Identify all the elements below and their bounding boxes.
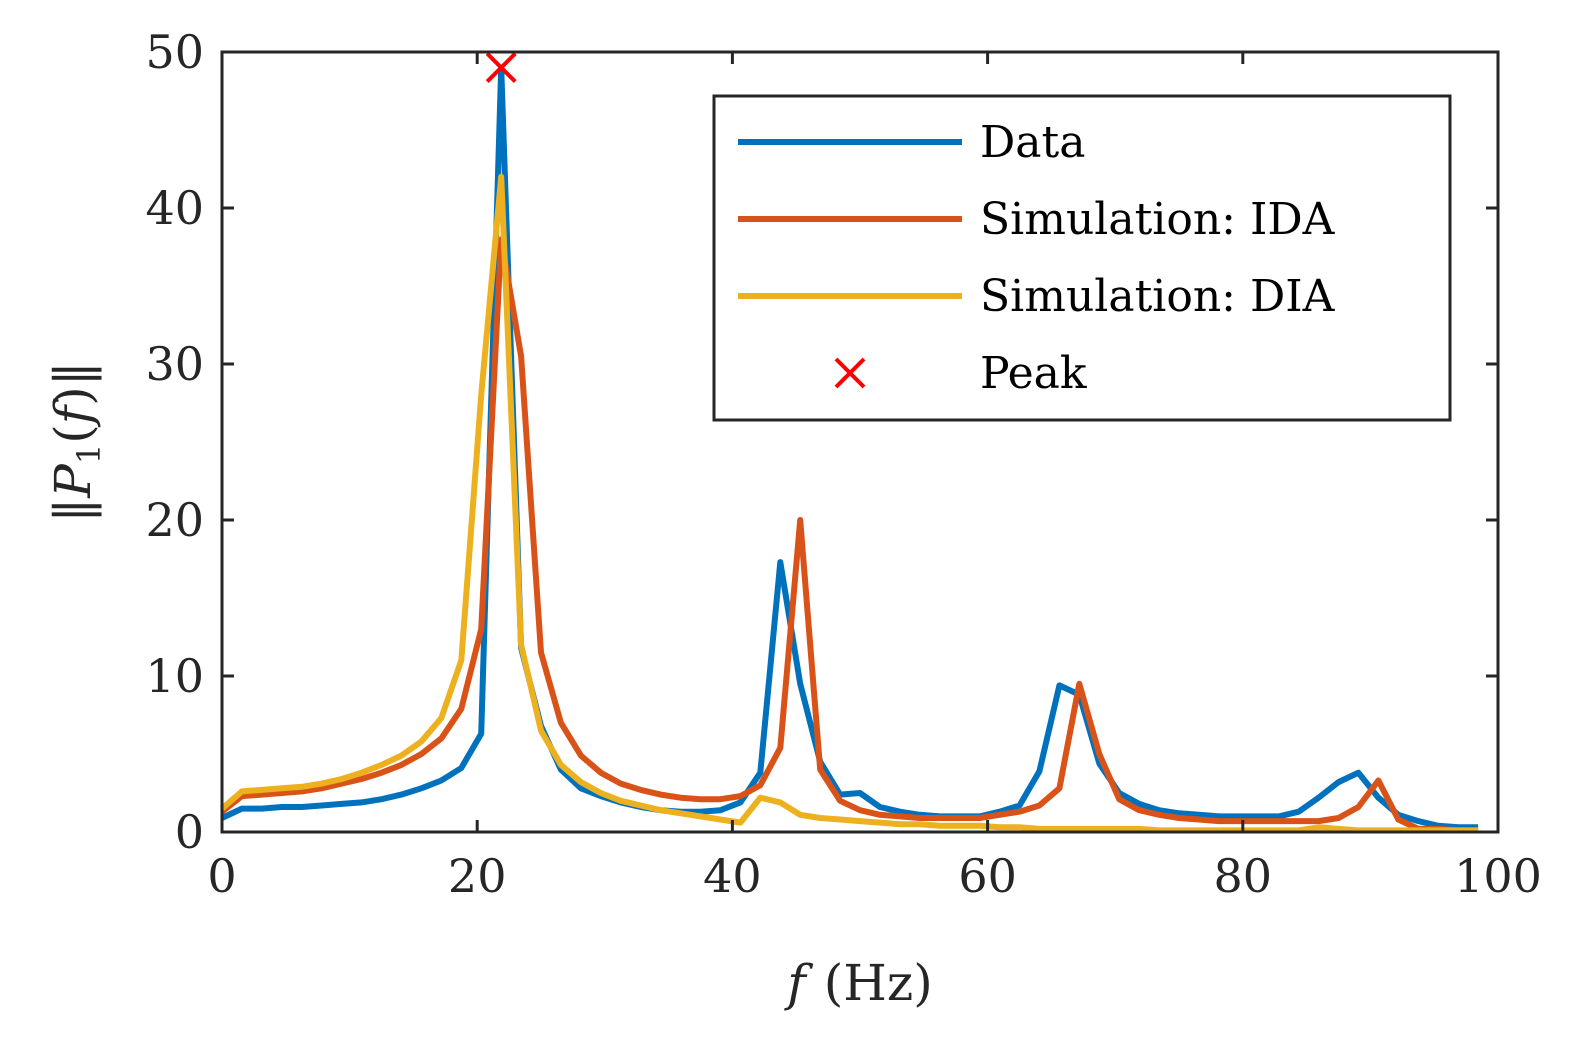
legend-box (712, 94, 1452, 422)
series-line-simulation-ida (220, 236, 1479, 834)
plot-area (220, 52, 1479, 834)
x-tick-label: 40 (703, 849, 762, 903)
y-tick-label: 30 (145, 337, 204, 391)
legend-label-data: Data (980, 117, 1085, 168)
y-axis-label-var: P (44, 463, 102, 499)
y-tick-label: 50 (145, 25, 204, 79)
y-tick-label: 0 (175, 805, 204, 859)
legend-label-simulation-ida: Simulation: IDA (980, 194, 1336, 245)
series-line-data (220, 64, 1479, 831)
legend: Data Simulation: IDA Simulation: DIA Peak (712, 94, 1452, 422)
x-tick-label: 20 (448, 849, 507, 903)
peak-marker (485, 52, 517, 84)
y-axis-label-open: ‖ (44, 498, 102, 523)
tick-labels: 0 20 40 60 80 100 0 10 20 30 40 50 (145, 25, 1541, 903)
legend-swatch-peak (834, 357, 866, 389)
y-axis-label-arg: (f) (44, 386, 102, 444)
legend-label-peak: Peak (980, 348, 1087, 399)
legend-label-simulation-dia: Simulation: DIA (980, 271, 1336, 322)
axes-frame (220, 50, 1500, 834)
x-tick-label: 80 (1214, 849, 1273, 903)
y-axis-label-close: ‖ (44, 361, 102, 386)
x-axis-label: f (Hz) (783, 954, 932, 1012)
series-line-simulation-dia (220, 173, 1479, 834)
y-axis-label-sub: 1 (70, 444, 108, 464)
y-tick-label: 20 (145, 493, 204, 547)
y-tick-label: 40 (145, 181, 204, 235)
x-tick-label: 0 (207, 849, 236, 903)
y-tick-label: 10 (145, 649, 204, 703)
x-tick-label: 100 (1454, 849, 1542, 903)
y-axis-label: ‖P1(f)‖ (44, 361, 108, 523)
x-axis-label-unit: (Hz) (824, 954, 933, 1012)
x-tick-label: 60 (958, 849, 1017, 903)
